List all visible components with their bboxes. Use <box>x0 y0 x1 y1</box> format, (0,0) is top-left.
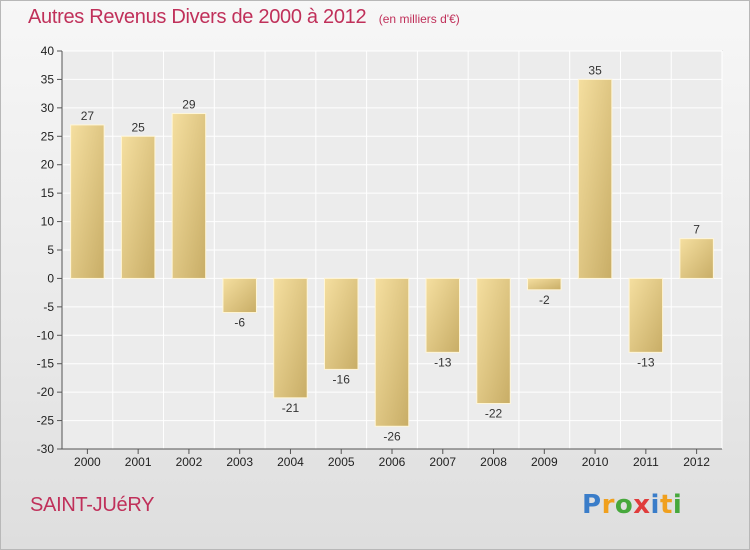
bar-2008 <box>476 277 511 405</box>
bar-2000 <box>70 124 105 279</box>
x-tick-label-2001: 2001 <box>125 455 152 469</box>
data-label-2012: 7 <box>693 223 700 237</box>
data-label-2002: 29 <box>182 98 196 112</box>
logo-letter: t <box>659 490 673 520</box>
x-tick-label-2005: 2005 <box>328 455 355 469</box>
data-label-2005: -16 <box>333 372 351 386</box>
x-tick-label-2006: 2006 <box>379 455 406 469</box>
bar-2006 <box>374 277 410 427</box>
logo-letter: o <box>614 490 634 520</box>
y-tick-label: -10 <box>37 328 55 342</box>
y-tick-label: 30 <box>41 101 55 115</box>
chart-title-group: Autres Revenus Divers de 2000 à 2012 (en… <box>28 6 460 29</box>
x-tick-label-2004: 2004 <box>277 455 304 469</box>
bar-2003 <box>222 277 257 314</box>
y-tick-label: 0 <box>47 271 54 285</box>
data-label-2000: 27 <box>81 109 95 123</box>
y-tick-label: 20 <box>41 158 55 172</box>
logo-letter: x <box>633 490 651 520</box>
y-tick-label: 40 <box>41 44 55 58</box>
x-tick-label-2008: 2008 <box>480 455 507 469</box>
y-tick-label: 15 <box>41 186 55 200</box>
chart-title: Autres Revenus Divers de 2000 à 2012 <box>28 6 367 28</box>
data-label-2010: 35 <box>588 63 602 77</box>
y-tick-label: -25 <box>37 414 55 428</box>
data-label-2007: -13 <box>434 355 452 369</box>
chart-subtitle: (en milliers d'€) <box>378 12 460 26</box>
x-tick-label-2012: 2012 <box>683 455 710 469</box>
x-tick-label-2010: 2010 <box>582 455 609 469</box>
bar-2012 <box>679 238 714 279</box>
city-name: SAINT-JUéRY <box>30 494 155 516</box>
y-tick-label: -20 <box>37 385 55 399</box>
bar-2002 <box>171 113 207 279</box>
data-label-2001: 25 <box>131 120 145 134</box>
bar-2005 <box>323 277 359 370</box>
y-tick-label: 35 <box>41 72 55 86</box>
data-label-2003: -6 <box>234 316 245 330</box>
data-label-2009: -2 <box>539 293 550 307</box>
bar-2011 <box>628 277 664 353</box>
y-tick-label: 10 <box>41 215 55 229</box>
y-tick-label: 25 <box>41 129 55 143</box>
bar-2004 <box>273 277 308 399</box>
x-tick-label-2011: 2011 <box>633 455 659 469</box>
data-label-2006: -26 <box>383 429 401 443</box>
x-tick-label-2000: 2000 <box>74 455 101 469</box>
x-tick-label-2009: 2009 <box>531 455 558 469</box>
y-tick-label: -30 <box>37 442 55 456</box>
logo-letter: i <box>650 490 660 520</box>
data-label-2004: -21 <box>282 401 300 415</box>
data-label-2011: -13 <box>637 355 655 369</box>
logo-letter: P <box>582 490 602 520</box>
logo-letter: i <box>672 490 683 520</box>
proxiti-logo: Proxiti <box>582 490 682 520</box>
bar-2001 <box>120 135 156 279</box>
y-tick-label: 5 <box>47 243 54 257</box>
bar-2010 <box>577 78 613 279</box>
y-tick-label: -15 <box>37 357 55 371</box>
data-label-2008: -22 <box>485 407 503 421</box>
x-tick-label-2003: 2003 <box>226 455 253 469</box>
x-tick-label-2002: 2002 <box>176 455 203 469</box>
y-tick-label: -5 <box>43 300 54 314</box>
logo-letter: r <box>601 490 615 520</box>
bar-2007 <box>425 277 461 353</box>
x-tick-label-2007: 2007 <box>429 455 456 469</box>
bar-2009 <box>527 277 562 291</box>
